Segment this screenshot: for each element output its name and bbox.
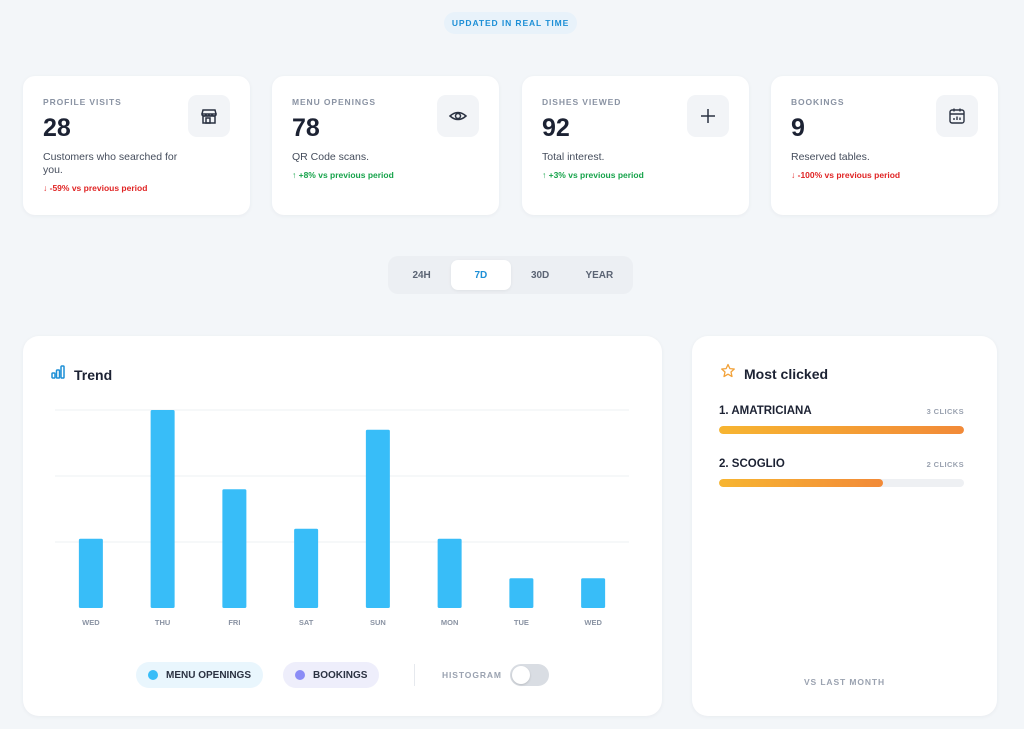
stat-card-menu-openings: MENU OPENINGS 78 QR Code scans. ↑ +8% vs… — [272, 76, 499, 215]
most-clicked-title: Most clicked — [744, 365, 829, 382]
bar-mon-5[interactable] — [437, 538, 462, 608]
dish-name: 1. AMATRICIANA — [719, 405, 812, 417]
stat-description: QR Code scans. — [292, 151, 370, 163]
plus-icon — [687, 95, 729, 137]
stat-label: BOOKINGS — [791, 97, 845, 107]
legend-divider — [414, 664, 415, 686]
tab-24h[interactable]: 24H — [412, 269, 431, 281]
realtime-badge: UPDATED IN REAL TIME — [444, 12, 577, 34]
most-clicked-item[interactable]: 2. SCOGLIO 2 CLICKS — [719, 458, 964, 487]
x-tick-label: FRI — [228, 618, 240, 627]
stat-card-profile-visits: PROFILE VISITS 28 Customers who searched… — [23, 76, 250, 215]
x-tick-label: MON — [441, 618, 459, 627]
stat-label: MENU OPENINGS — [292, 97, 376, 107]
stat-description: Reserved tables. — [791, 151, 870, 163]
stat-value: 9 — [791, 114, 805, 142]
tab-year[interactable]: YEAR — [585, 269, 614, 281]
stat-delta: ↑ +8% vs previous period — [292, 170, 394, 180]
stat-card-bookings: BOOKINGS 9 Reserved tables. ↓ -100% vs p… — [771, 76, 998, 215]
stat-value: 28 — [43, 114, 71, 142]
click-bar-fill — [719, 479, 884, 487]
bar-fri-2[interactable] — [222, 489, 247, 608]
x-tick-label: SAT — [299, 618, 314, 627]
store-icon — [188, 95, 230, 137]
calendar-icon — [936, 95, 978, 137]
histogram-toggle[interactable] — [510, 664, 549, 686]
dish-name: 2. SCOGLIO — [719, 458, 785, 470]
stat-card-dishes-viewed: DISHES VIEWED 92 Total interest. ↑ +3% v… — [522, 76, 749, 215]
bar-sat-3[interactable] — [294, 528, 319, 608]
trend-card: Trend WED THU FRI SAT SUN MON TUE WED MENU OPEN… — [23, 336, 662, 716]
stat-description: Customers who searched for you. — [43, 151, 178, 176]
x-tick-label: WED — [584, 618, 602, 627]
click-count: 2 CLICKS — [926, 459, 964, 469]
legend-bookings[interactable]: BOOKINGS — [283, 662, 380, 688]
toggle-knob — [512, 666, 530, 684]
legend-dot — [148, 670, 158, 680]
click-count: 3 CLICKS — [926, 406, 964, 416]
bar-tue-6[interactable] — [509, 578, 534, 608]
stat-value: 78 — [292, 114, 320, 142]
stat-value: 92 — [542, 114, 570, 142]
stat-delta: ↑ +3% vs previous period — [542, 170, 644, 180]
bar-thu-1[interactable] — [150, 410, 175, 608]
trend-bar-chart: WED THU FRI SAT SUN MON TUE WED — [55, 409, 629, 627]
bar-wed-0[interactable] — [78, 538, 103, 608]
stat-label: DISHES VIEWED — [542, 97, 622, 107]
x-tick-label: WED — [82, 618, 100, 627]
stat-delta: ↓ -59% vs previous period — [43, 183, 148, 193]
bar-wed-7[interactable] — [581, 578, 606, 608]
legend-label: MENU OPENINGS — [166, 669, 252, 681]
stat-description: Total interest. — [542, 151, 605, 163]
legend-label: BOOKINGS — [313, 669, 368, 681]
click-bar — [719, 426, 964, 434]
tab-30d[interactable]: 30D — [530, 269, 550, 281]
stat-label: PROFILE VISITS — [43, 97, 122, 107]
click-bar-fill — [719, 426, 964, 434]
stat-delta: ↓ -100% vs previous period — [791, 170, 901, 180]
x-tick-label: TUE — [514, 618, 529, 627]
legend-dot — [295, 670, 305, 680]
eye-icon — [437, 95, 479, 137]
x-tick-label: SUN — [370, 618, 386, 627]
comparison-footer: VS LAST MONTH — [803, 677, 886, 687]
period-tabs: 24H 7D 30D YEAR — [388, 256, 633, 294]
click-bar — [719, 479, 964, 487]
star-icon — [720, 363, 736, 384]
histogram-label: HISTOGRAM — [442, 670, 502, 680]
most-clicked-card: Most clicked 1. AMATRICIANA 3 CLICKS 2. … — [692, 336, 997, 716]
most-clicked-item[interactable]: 1. AMATRICIANA 3 CLICKS — [719, 405, 964, 434]
trend-title: Trend — [74, 366, 113, 383]
legend-menu-openings[interactable]: MENU OPENINGS — [136, 662, 264, 688]
x-tick-label: THU — [155, 618, 170, 627]
tab-7d[interactable]: 7D — [451, 260, 511, 290]
bar-chart-icon — [51, 365, 65, 384]
bar-sun-4[interactable] — [365, 429, 390, 608]
